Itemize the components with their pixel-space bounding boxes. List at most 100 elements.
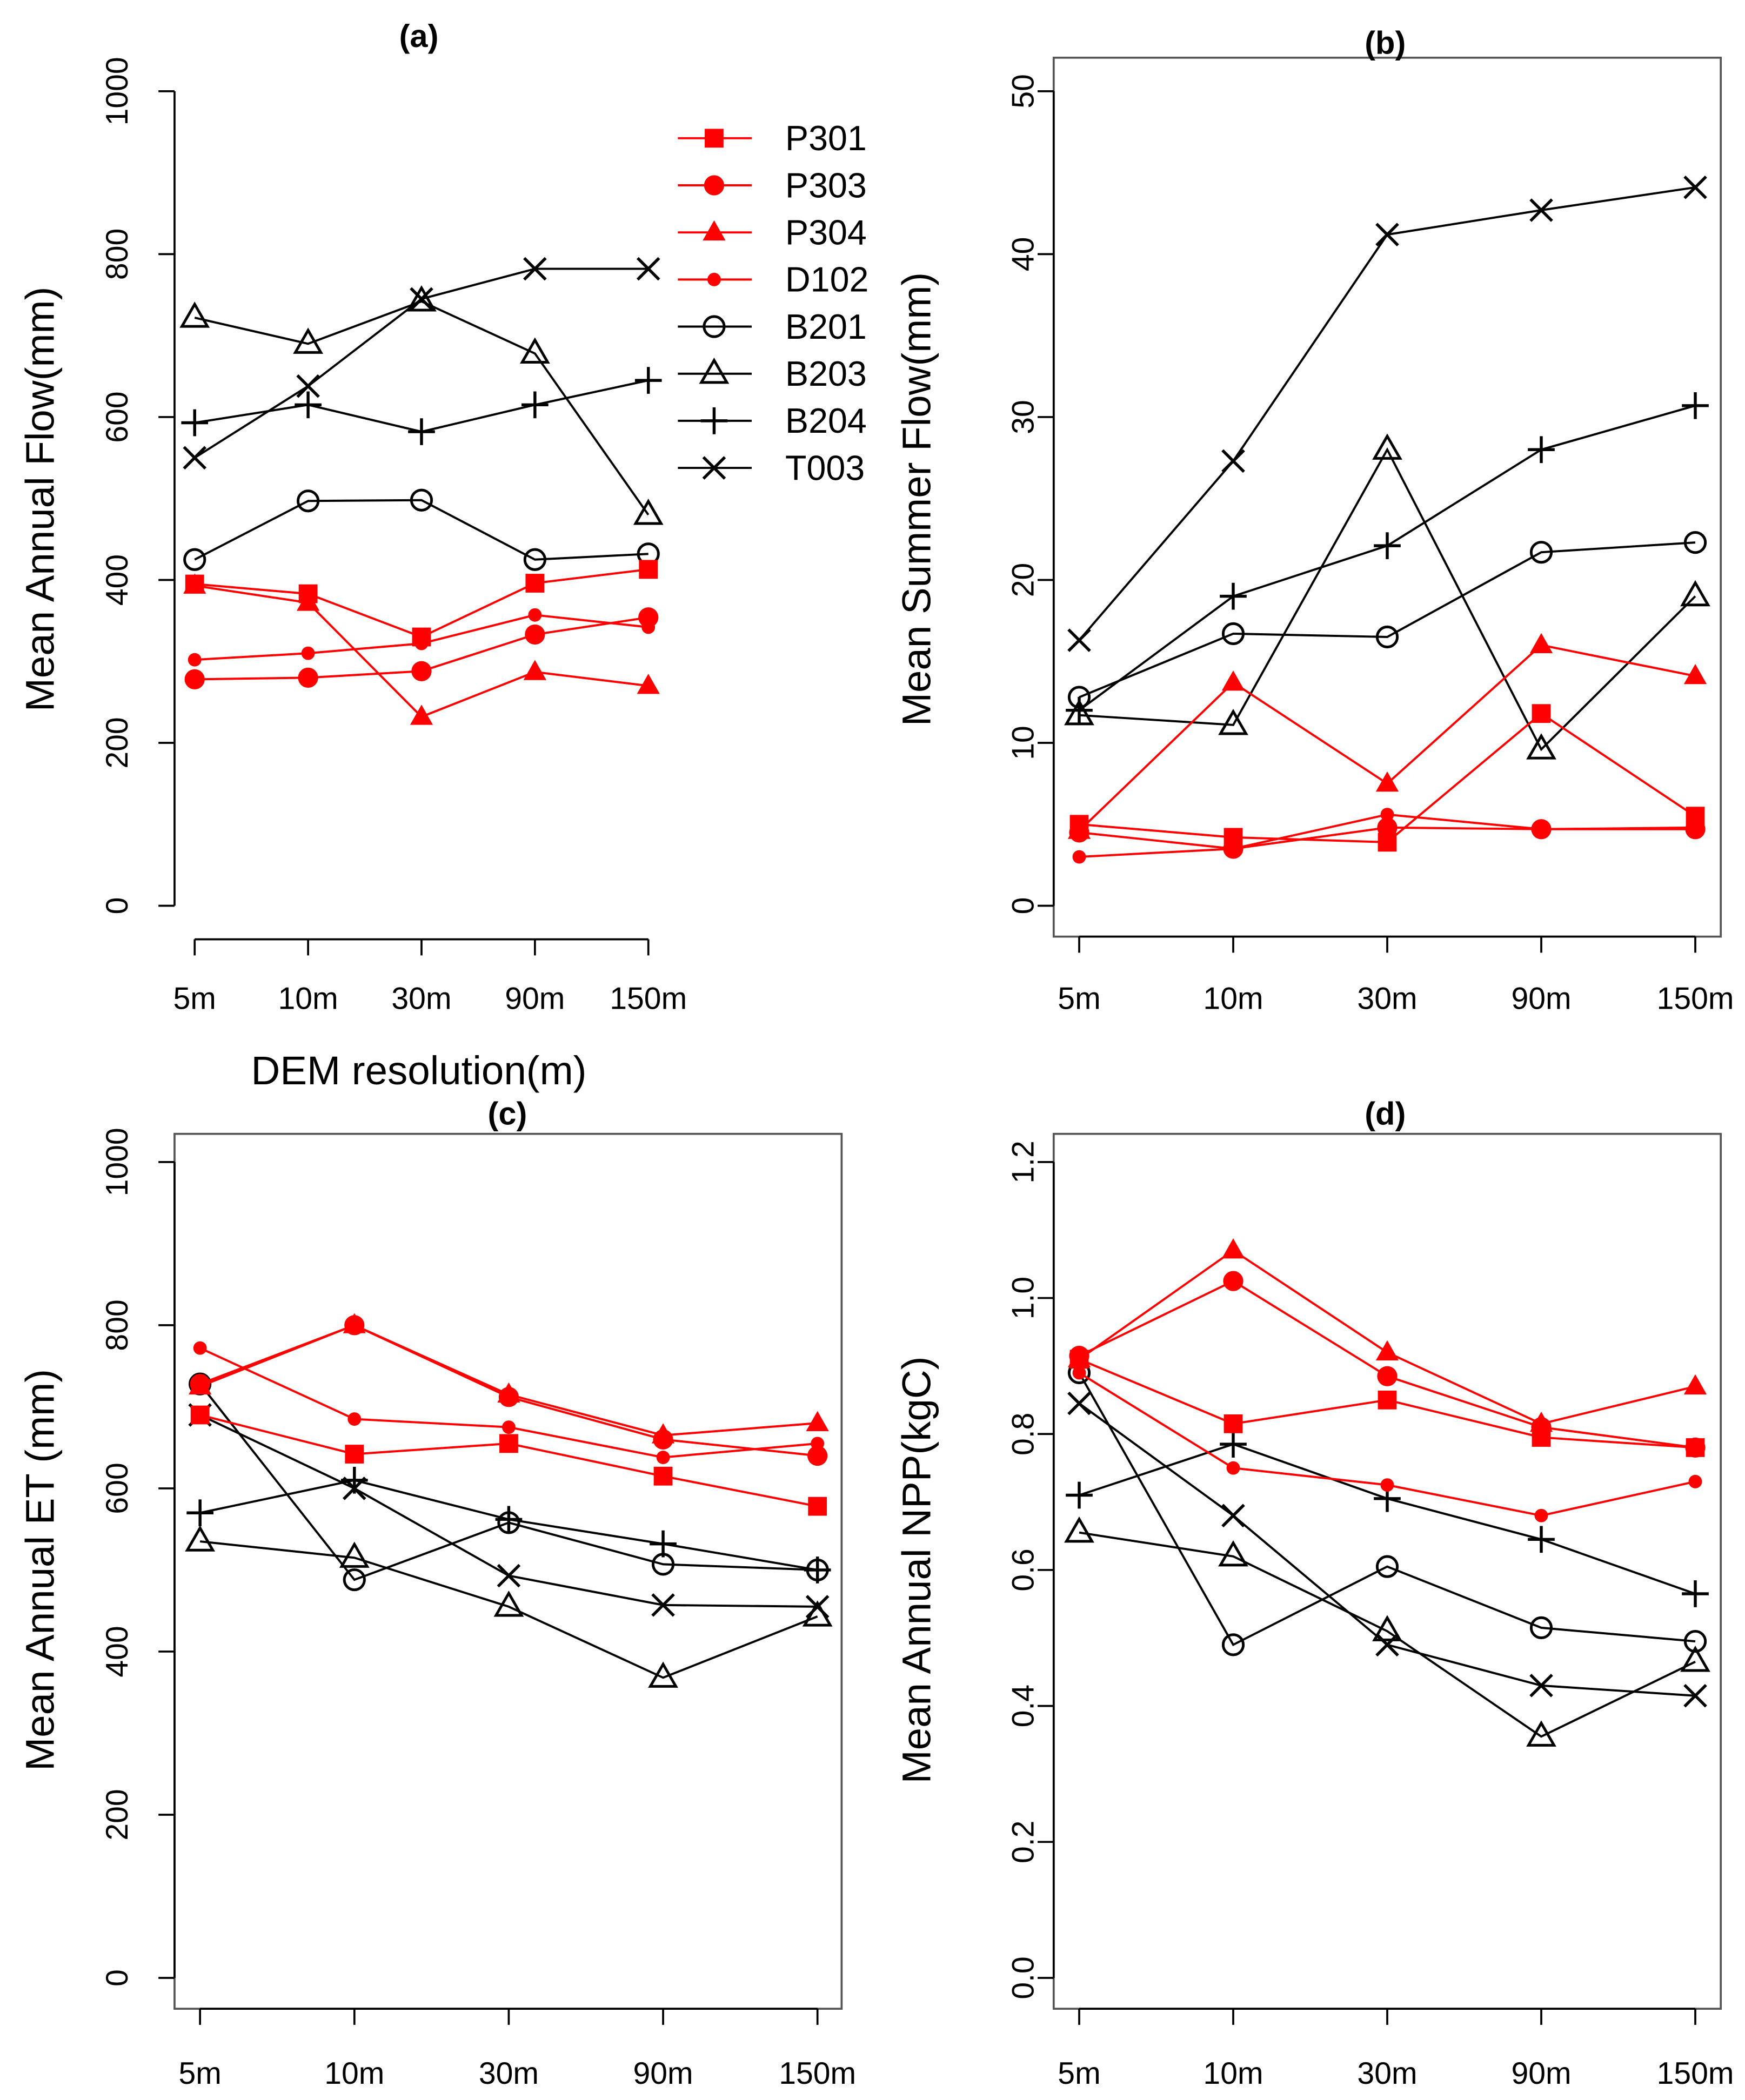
series-line [1079,1443,1696,1595]
marker-triangle-open [406,285,437,312]
y-axis-label: Mean Summer Flow(mm) [894,272,939,726]
marker-small-circle-filled [1226,842,1240,856]
marker-small-circle-filled [707,272,721,286]
y-tick-label: 30 [1006,400,1041,434]
marker-circle-filled [638,607,659,628]
series-T003 [1067,1391,1707,1708]
marker-triangle-filled [1683,664,1707,685]
marker-circle-filled [411,661,432,681]
marker-square-filled [1532,704,1551,723]
series-B201 [183,488,660,571]
marker-triangle-open [185,1525,216,1552]
marker-small-circle-filled [528,608,542,622]
marker-triangle-filled [183,573,206,594]
marker-triangle-open [699,357,730,384]
x-tick-label: 90m [633,2056,693,2091]
marker-circle-open [1529,541,1553,564]
marker-small-circle-filled [188,653,202,667]
marker-triangle-filled [410,705,433,725]
x-axis-label: DEM resolution(m) [251,1048,587,1093]
legend-item: T003 [678,448,865,487]
marker-circle-filled [184,669,205,690]
marker-small-circle-filled [1380,1478,1394,1492]
x-tick-label: 150m [1657,2056,1734,2091]
y-axis-label: Mean Annual Flow(mm) [17,287,62,712]
y-tick-label: 1.2 [1006,1140,1041,1183]
marker-plus [1682,1580,1709,1607]
marker-triangle-open [519,337,550,364]
marker-triangle-filled [189,1374,212,1395]
series-line [1078,1403,1696,1697]
x-tick-label: 10m [324,2056,384,2091]
marker-square-filled [499,1434,518,1453]
y-axis-label: Mean Annual ET (mm) [17,1369,62,1771]
marker-triangle-filled [1375,771,1399,792]
x-tick-label: 30m [479,2056,539,2091]
marker-cross [497,1564,521,1588]
marker-small-circle-filled [1534,822,1548,836]
y-tick-label: 0.0 [1006,1956,1041,1999]
series-line [1078,1372,1696,1646]
x-tick-label: 10m [278,982,338,1016]
series-B203 [1064,1516,1710,1747]
series-line [1079,1531,1696,1738]
panel-title: (d) [1365,1095,1406,1131]
marker-cross [1375,223,1399,247]
series-D102 [193,1341,825,1464]
marker-circle-filled [1685,1437,1706,1458]
marker-triangle-filled [703,220,726,241]
marker-triangle-filled [1067,818,1091,839]
marker-cross [1683,175,1707,199]
marker-triangle-open [1372,1615,1402,1641]
marker-square-filled [705,129,724,148]
marker-square-filled [1378,1390,1397,1410]
marker-triangle-filled [1067,1347,1091,1367]
marker-small-circle-filled [1380,808,1394,822]
marker-circle-open [523,548,546,571]
marker-circle-filled [298,667,318,688]
y-tick-label: 10 [1006,726,1041,760]
legend-item: B204 [678,401,867,440]
marker-square-filled [808,1497,827,1516]
marker-plus [1374,532,1401,559]
marker-square-filled [639,560,658,579]
series-line [194,300,650,515]
panel-d: 0.0 0.2 0.4 0.6 0.8 1.0 1.2 5m 10m 30m 90m 150m (d) M… [894,1095,1734,2091]
marker-plus [1220,1431,1247,1458]
marker-square-filled [653,1466,673,1486]
series-line [194,585,648,719]
marker-small-circle-filled [1534,1508,1548,1522]
legend-item: D102 [678,260,868,299]
x-tick-label: 30m [1357,2056,1417,2091]
marker-circle-open [1375,1555,1399,1578]
marker-cross [410,287,433,311]
marker-plus [1066,1481,1093,1509]
marker-circle-filled [704,175,725,196]
marker-triangle-filled [497,1382,520,1403]
y-tick-label: 400 [100,554,135,606]
y-tick-label: 0 [100,1969,135,1987]
x-tick-label: 5m [1058,2056,1100,2091]
series-P303 [184,607,659,690]
marker-plus [495,1506,523,1533]
x-tick-label: 90m [1511,982,1571,1016]
marker-plus [1682,392,1709,419]
marker-small-circle-filled [1688,821,1702,835]
marker-circle-open [1221,622,1245,646]
marker-triangle-open [179,301,210,328]
marker-circle-open [296,489,320,513]
marker-cross [1375,1633,1399,1657]
marker-square-filled [525,574,545,593]
x-tick-label: 150m [610,982,687,1016]
y-tick-label: 0.4 [1006,1685,1041,1727]
plot-frame [1052,56,1722,938]
series-line [1078,643,1696,832]
marker-plus [650,1530,677,1558]
marker-cross [702,456,726,480]
series-P304 [189,1313,829,1444]
marker-triangle-open [1372,433,1402,460]
marker-small-circle-filled [1226,1461,1240,1475]
marker-triangle-filled [806,1411,829,1432]
y-tick-label: 50 [1006,74,1041,109]
legend-label: T003 [785,448,865,487]
